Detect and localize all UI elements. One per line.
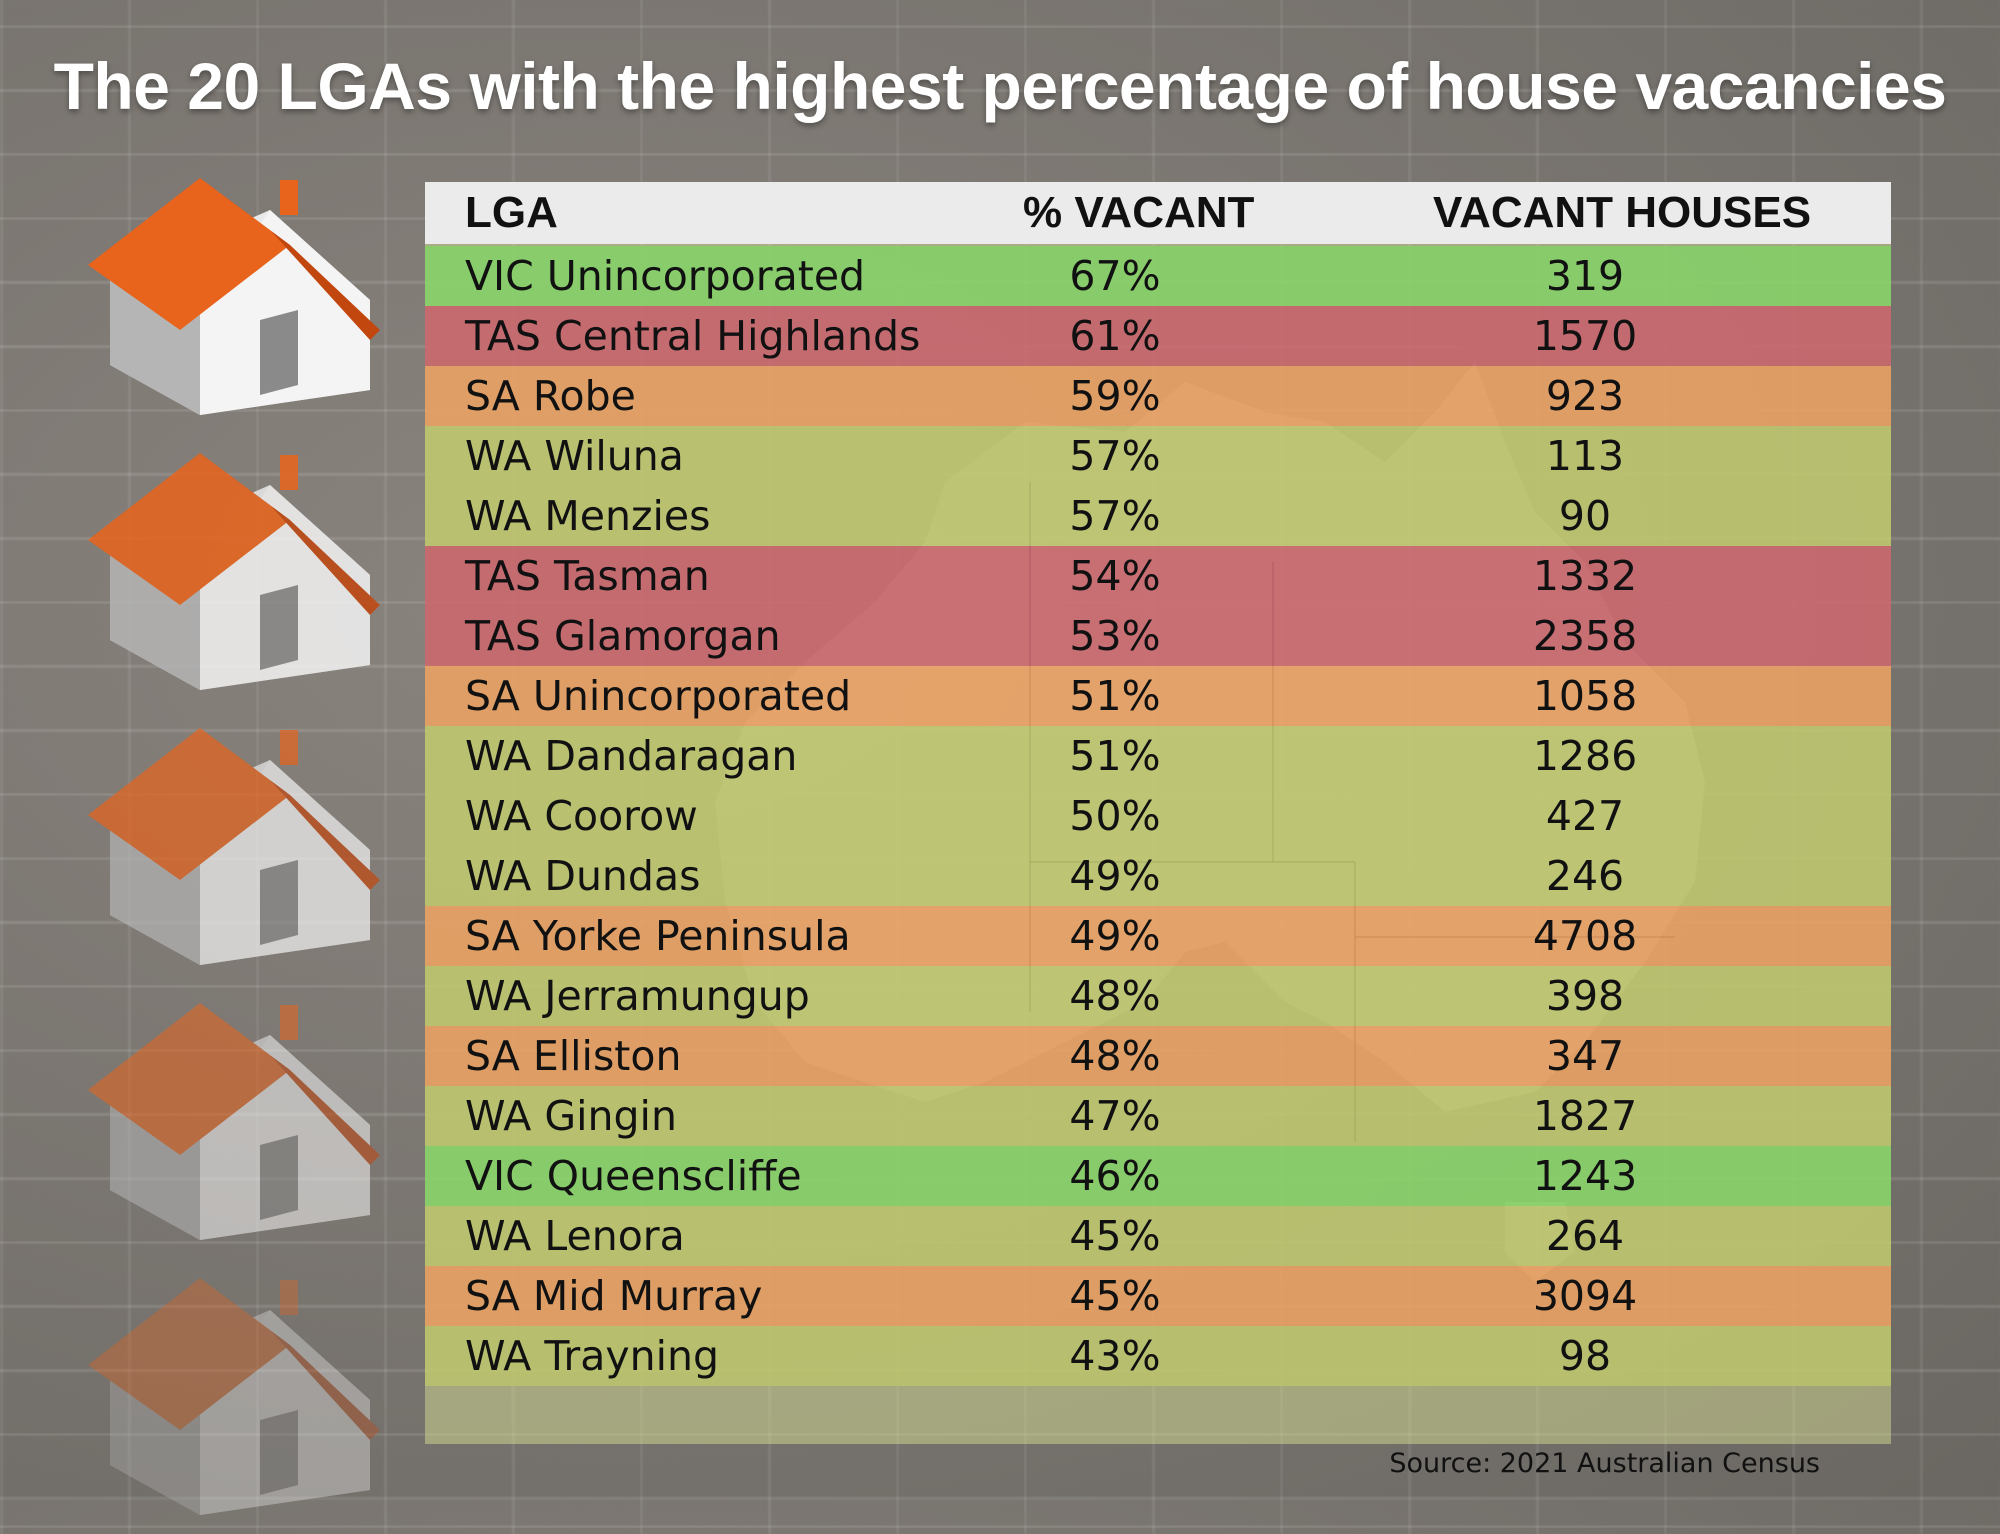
table-row: SA Mid Murray 45% 3094 bbox=[425, 1266, 1891, 1326]
table-row: SA Robe 59% 923 bbox=[425, 366, 1891, 426]
table-row: SA Yorke Peninsula 49% 4708 bbox=[425, 906, 1891, 966]
lga-cell: VIC Queenscliffe bbox=[465, 1152, 802, 1200]
percent-vacant-cell: 51% bbox=[1069, 732, 1161, 780]
percent-vacant-cell: 47% bbox=[1069, 1092, 1161, 1140]
percent-vacant-cell: 54% bbox=[1069, 552, 1161, 600]
table-row: SA Elliston 48% 347 bbox=[425, 1026, 1891, 1086]
house-icon bbox=[80, 445, 400, 705]
vacant-houses-cell: 113 bbox=[1545, 432, 1625, 480]
house-icons-column bbox=[80, 170, 400, 1515]
vacant-houses-cell: 98 bbox=[1558, 1332, 1612, 1380]
percent-vacant-cell: 50% bbox=[1069, 792, 1161, 840]
percent-vacant-cell: 49% bbox=[1069, 852, 1161, 900]
table-row: WA Gingin 47% 1827 bbox=[425, 1086, 1891, 1146]
table-row: TAS Central Highlands 61% 1570 bbox=[425, 306, 1891, 366]
vacant-houses-cell: 90 bbox=[1558, 492, 1612, 540]
vacant-houses-cell: 1286 bbox=[1532, 732, 1638, 780]
lga-cell: WA Wiluna bbox=[465, 432, 684, 480]
table-row: SA Unincorporated 51% 1058 bbox=[425, 666, 1891, 726]
vacant-houses-cell: 319 bbox=[1545, 252, 1625, 300]
table-body: VIC Unincorporated 67% 319 TAS Central High… bbox=[425, 244, 1891, 1444]
percent-vacant-cell: 46% bbox=[1069, 1152, 1161, 1200]
vacant-houses-cell: 1058 bbox=[1532, 672, 1638, 720]
lga-cell: WA Dandaragan bbox=[465, 732, 798, 780]
lga-cell: SA Yorke Peninsula bbox=[465, 912, 851, 960]
column-header: LGA bbox=[465, 188, 558, 237]
column-header: VACANT HOUSES bbox=[1433, 188, 1812, 237]
vacant-houses-cell: 2358 bbox=[1532, 612, 1638, 660]
vacant-houses-cell: 246 bbox=[1545, 852, 1625, 900]
lga-cell: TAS Central Highlands bbox=[465, 312, 921, 360]
lga-cell: WA Trayning bbox=[465, 1332, 720, 1380]
lga-cell: SA Mid Murray bbox=[465, 1272, 763, 1320]
source-note: Source: 2021 Australian Census bbox=[1389, 1448, 1820, 1479]
percent-vacant-cell: 53% bbox=[1069, 612, 1161, 660]
table-row: WA Menzies 57% 90 bbox=[425, 486, 1891, 546]
table-row: WA Coorow 50% 427 bbox=[425, 786, 1891, 846]
percent-vacant-cell: 49% bbox=[1069, 912, 1161, 960]
percent-vacant-cell: 67% bbox=[1069, 252, 1161, 300]
vacancy-table: LGA % VACANT VACANT HOUSES VIC Unincorpora… bbox=[425, 182, 1891, 1444]
table-row: WA Lenora 45% 264 bbox=[425, 1206, 1891, 1266]
vacant-houses-cell: 3094 bbox=[1532, 1272, 1638, 1320]
vacant-houses-cell: 923 bbox=[1545, 372, 1625, 420]
table-row: TAS Glamorgan 53% 2358 bbox=[425, 606, 1891, 666]
lga-cell: WA Menzies bbox=[465, 492, 711, 540]
lga-cell: WA Coorow bbox=[465, 792, 698, 840]
lga-cell: WA Lenora bbox=[465, 1212, 685, 1260]
house-icon bbox=[80, 1270, 400, 1530]
house-icon bbox=[80, 720, 400, 980]
vacant-houses-cell: 1570 bbox=[1532, 312, 1638, 360]
table-row: VIC Queenscliffe 46% 1243 bbox=[425, 1146, 1891, 1206]
table-header: LGA % VACANT VACANT HOUSES bbox=[425, 182, 1891, 244]
lga-cell: SA Elliston bbox=[465, 1032, 682, 1080]
lga-cell: TAS Tasman bbox=[465, 552, 710, 600]
vacant-houses-cell: 4708 bbox=[1532, 912, 1638, 960]
table-row: WA Dandaragan 51% 1286 bbox=[425, 726, 1891, 786]
percent-vacant-cell: 57% bbox=[1069, 432, 1161, 480]
percent-vacant-cell: 45% bbox=[1069, 1212, 1161, 1260]
lga-cell: SA Robe bbox=[465, 372, 636, 420]
lga-cell: TAS Glamorgan bbox=[465, 612, 781, 660]
lga-cell: SA Unincorporated bbox=[465, 672, 852, 720]
percent-vacant-cell: 45% bbox=[1069, 1272, 1161, 1320]
house-icon bbox=[80, 170, 400, 430]
vacant-houses-cell: 1243 bbox=[1532, 1152, 1638, 1200]
vacant-houses-cell: 264 bbox=[1545, 1212, 1625, 1260]
vacant-houses-cell: 1827 bbox=[1532, 1092, 1638, 1140]
table-row: WA Trayning 43% 98 bbox=[425, 1326, 1891, 1386]
vacant-houses-cell: 347 bbox=[1545, 1032, 1625, 1080]
lga-cell: WA Dundas bbox=[465, 852, 701, 900]
table-row: TAS Tasman 54% 1332 bbox=[425, 546, 1891, 606]
lga-cell: WA Jerramungup bbox=[465, 972, 810, 1020]
table-row: WA Dundas 49% 246 bbox=[425, 846, 1891, 906]
table-row: WA Wiluna 57% 113 bbox=[425, 426, 1891, 486]
vacant-houses-cell: 398 bbox=[1545, 972, 1625, 1020]
table-row: WA Jerramungup 48% 398 bbox=[425, 966, 1891, 1026]
percent-vacant-cell: 61% bbox=[1069, 312, 1161, 360]
vacant-houses-cell: 1332 bbox=[1532, 552, 1638, 600]
percent-vacant-cell: 43% bbox=[1069, 1332, 1161, 1380]
vacant-houses-cell: 427 bbox=[1545, 792, 1625, 840]
percent-vacant-cell: 57% bbox=[1069, 492, 1161, 540]
house-icon bbox=[80, 995, 400, 1255]
lga-cell: VIC Unincorporated bbox=[465, 252, 866, 300]
percent-vacant-cell: 51% bbox=[1069, 672, 1161, 720]
table-row: VIC Unincorporated 67% 319 bbox=[425, 246, 1891, 306]
page-title: The 20 LGAs with the highest percentage … bbox=[53, 49, 1947, 123]
percent-vacant-cell: 48% bbox=[1069, 972, 1161, 1020]
column-header: % VACANT bbox=[1023, 188, 1255, 237]
lga-cell: WA Gingin bbox=[465, 1092, 677, 1140]
percent-vacant-cell: 59% bbox=[1069, 372, 1161, 420]
percent-vacant-cell: 48% bbox=[1069, 1032, 1161, 1080]
